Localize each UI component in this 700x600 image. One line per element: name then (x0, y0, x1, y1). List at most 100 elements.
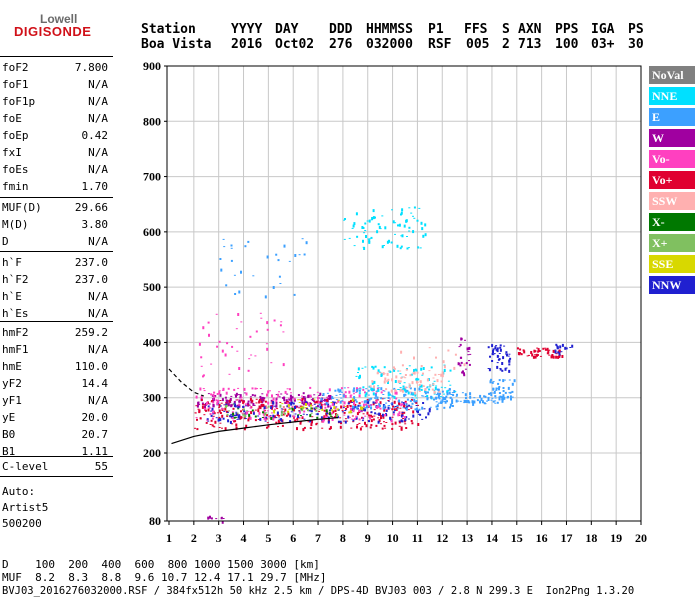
echo-point (346, 420, 349, 422)
echo-point (436, 408, 439, 411)
echo-point (422, 367, 425, 370)
echo-point (211, 400, 214, 402)
echo-point (383, 398, 386, 400)
echo-point (451, 398, 454, 402)
echo-point (472, 402, 475, 406)
echo-point (492, 348, 495, 351)
echo-point (412, 393, 415, 395)
echo-point (432, 377, 435, 379)
echo-point (264, 412, 267, 416)
echo-point (334, 406, 337, 410)
legend-item-vo: Vo+ (649, 171, 695, 189)
echo-point (384, 414, 386, 416)
echo-point (315, 402, 318, 404)
echo-point (235, 413, 238, 416)
param-row-fxi: fxI N/A (2, 146, 108, 162)
echo-point (219, 405, 222, 407)
echo-point (326, 415, 329, 417)
echo-point (341, 410, 344, 412)
echo-point (411, 397, 414, 399)
echo-point (341, 400, 344, 402)
echo-point (389, 416, 392, 420)
echo-point (399, 247, 402, 250)
echo-point (307, 409, 309, 412)
echo-point (489, 380, 492, 384)
echo-point (387, 397, 390, 399)
echo-point (498, 396, 501, 400)
echo-point (322, 419, 325, 423)
echo-point (284, 390, 287, 394)
echo-point (455, 395, 458, 397)
echo-point (272, 414, 275, 418)
echo-point (355, 406, 358, 410)
echo-point (370, 419, 373, 423)
echo-point (381, 215, 384, 217)
echo-point (288, 260, 291, 262)
echo-point (362, 406, 365, 408)
echo-point (400, 403, 403, 407)
echo-point (361, 417, 364, 419)
echo-point (359, 404, 362, 407)
echo-point (319, 392, 322, 396)
echo-point (304, 397, 307, 401)
echo-point (548, 349, 551, 351)
echo-point (236, 350, 239, 352)
echo-point (289, 394, 292, 397)
echo-point (399, 380, 402, 383)
echo-point (252, 275, 255, 277)
echo-point (504, 391, 507, 394)
echo-point (222, 238, 225, 240)
echo-point (277, 415, 280, 416)
echo-point (301, 398, 304, 400)
echo-point (387, 406, 390, 410)
echo-point (415, 400, 418, 403)
echo-point (494, 402, 497, 404)
echo-point (199, 387, 202, 391)
echo-point (248, 358, 251, 360)
header-label-p1: P1 (428, 22, 444, 37)
param-value: 29.66 (74, 201, 108, 214)
echo-point (349, 405, 352, 407)
echo-point (232, 407, 235, 410)
echo-point (467, 354, 470, 356)
echo-point (564, 346, 567, 350)
echo-point (378, 405, 381, 407)
header-label-doy: DDD (329, 22, 353, 37)
echo-point (202, 326, 205, 330)
echo-point (238, 367, 241, 370)
echo-point (552, 355, 555, 359)
echo-point (335, 394, 338, 396)
echo-point (383, 404, 386, 408)
echo-point (227, 403, 230, 407)
echo-point (298, 407, 301, 409)
echo-point (290, 402, 293, 406)
echo-point (343, 414, 346, 416)
echo-point (382, 406, 385, 410)
echo-point (569, 347, 572, 348)
echo-point (489, 392, 492, 395)
echo-point (297, 399, 300, 401)
echo-point (402, 385, 405, 388)
echo-point (410, 212, 413, 214)
echo-point (205, 409, 207, 412)
echo-point (394, 392, 397, 395)
echo-point (424, 388, 427, 391)
echo-point (356, 387, 358, 391)
echo-point (278, 391, 280, 393)
echo-point (402, 404, 405, 408)
x-axis-ticks: 1 2 3 4 5 6 7 8 9 10 11 12 13 14 15 16 17 18 19 20 (166, 521, 647, 545)
echo-point (290, 398, 293, 402)
echo-point (505, 353, 507, 355)
echo-point (225, 410, 228, 413)
echo-point (330, 416, 333, 418)
echo-point (275, 398, 278, 401)
param-label: hmF1 (2, 343, 29, 356)
echo-point (238, 290, 241, 294)
echo-point (235, 416, 238, 418)
echo-point (412, 414, 415, 418)
echo-point (430, 395, 433, 399)
echo-point (336, 413, 338, 417)
echo-point (353, 222, 356, 226)
echo-point (437, 388, 440, 392)
echo-point (244, 414, 247, 418)
